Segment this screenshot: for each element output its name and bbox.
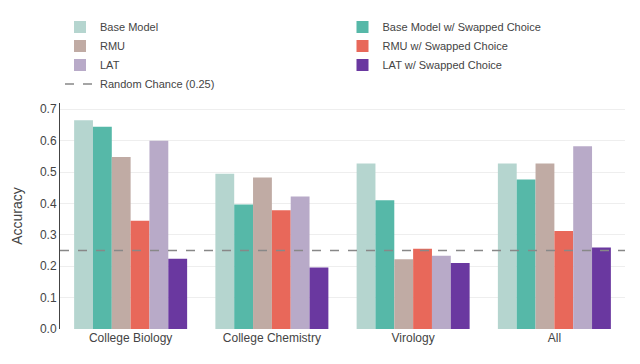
svg-text:Random Chance (0.25): Random Chance (0.25) <box>100 78 214 90</box>
svg-text:0.5: 0.5 <box>40 165 57 179</box>
svg-text:College Biology: College Biology <box>89 331 172 345</box>
svg-text:Base Model w/ Swapped Choice: Base Model w/ Swapped Choice <box>383 21 541 33</box>
svg-text:0.2: 0.2 <box>40 259 57 273</box>
svg-text:Accuracy: Accuracy <box>9 187 25 245</box>
svg-text:Virology: Virology <box>392 331 435 345</box>
svg-text:LAT w/ Swapped Choice: LAT w/ Swapped Choice <box>383 59 502 71</box>
svg-text:RMU w/ Swapped Choice: RMU w/ Swapped Choice <box>383 40 508 52</box>
svg-text:RMU: RMU <box>100 40 125 52</box>
svg-text:0.6: 0.6 <box>40 134 57 148</box>
svg-text:0.7: 0.7 <box>40 102 57 116</box>
svg-text:0.3: 0.3 <box>40 228 57 242</box>
svg-text:LAT: LAT <box>100 59 120 71</box>
svg-text:All: All <box>548 331 561 345</box>
svg-text:Base Model: Base Model <box>100 21 158 33</box>
svg-text:0.4: 0.4 <box>40 197 57 211</box>
svg-text:College Chemistry: College Chemistry <box>223 331 321 345</box>
svg-text:0.0: 0.0 <box>40 322 57 336</box>
svg-text:0.1: 0.1 <box>40 291 57 305</box>
